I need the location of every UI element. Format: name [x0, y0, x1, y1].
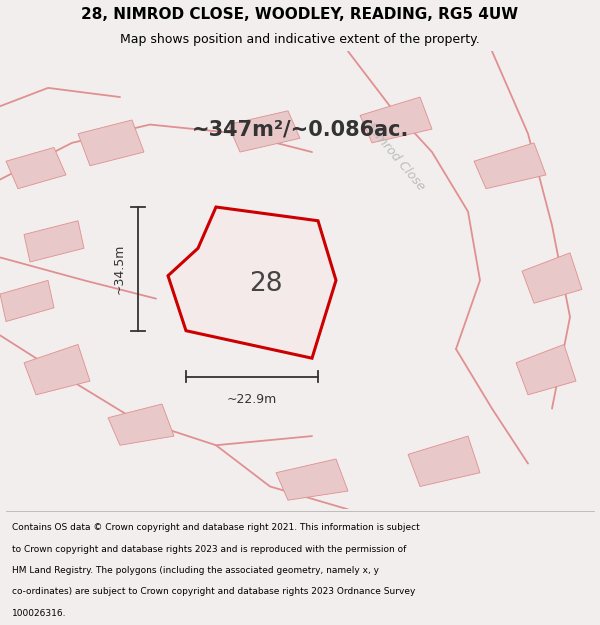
Polygon shape: [522, 253, 582, 303]
Polygon shape: [6, 148, 66, 189]
Polygon shape: [408, 436, 480, 486]
Polygon shape: [168, 207, 336, 358]
Polygon shape: [24, 221, 84, 262]
Text: co-ordinates) are subject to Crown copyright and database rights 2023 Ordnance S: co-ordinates) are subject to Crown copyr…: [12, 588, 415, 596]
Polygon shape: [78, 120, 144, 166]
Text: 28, NIMROD CLOSE, WOODLEY, READING, RG5 4UW: 28, NIMROD CLOSE, WOODLEY, READING, RG5 …: [82, 7, 518, 22]
Polygon shape: [108, 404, 174, 445]
Polygon shape: [276, 459, 348, 500]
Text: Nimrod Close: Nimrod Close: [364, 121, 428, 193]
Polygon shape: [360, 97, 432, 143]
Polygon shape: [516, 344, 576, 395]
Polygon shape: [228, 111, 300, 152]
Text: 28: 28: [249, 271, 283, 297]
Text: ~22.9m: ~22.9m: [227, 392, 277, 406]
Polygon shape: [474, 143, 546, 189]
Text: HM Land Registry. The polygons (including the associated geometry, namely x, y: HM Land Registry. The polygons (includin…: [12, 566, 379, 575]
Text: Map shows position and indicative extent of the property.: Map shows position and indicative extent…: [120, 34, 480, 46]
Text: ~34.5m: ~34.5m: [113, 244, 126, 294]
Text: to Crown copyright and database rights 2023 and is reproduced with the permissio: to Crown copyright and database rights 2…: [12, 544, 406, 554]
Text: Contains OS data © Crown copyright and database right 2021. This information is : Contains OS data © Crown copyright and d…: [12, 523, 420, 532]
Text: ~347m²/~0.086ac.: ~347m²/~0.086ac.: [191, 119, 409, 139]
Text: 100026316.: 100026316.: [12, 609, 67, 618]
Polygon shape: [24, 344, 90, 395]
Polygon shape: [0, 280, 54, 321]
